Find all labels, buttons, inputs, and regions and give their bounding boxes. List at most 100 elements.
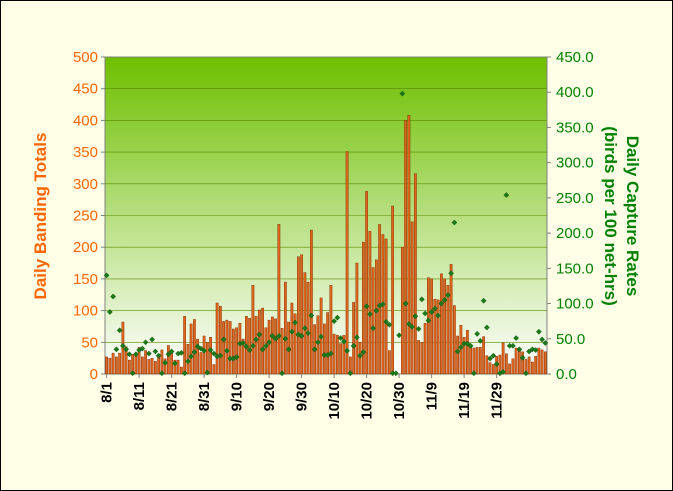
left-tick-label: 400 bbox=[73, 112, 98, 129]
marker bbox=[438, 300, 445, 307]
marker bbox=[477, 338, 484, 344]
marker bbox=[165, 351, 172, 358]
bar bbox=[485, 355, 489, 375]
marker bbox=[360, 349, 367, 356]
bar bbox=[212, 364, 216, 375]
bar bbox=[225, 319, 229, 375]
bar bbox=[111, 352, 115, 375]
marker bbox=[357, 352, 364, 359]
bar bbox=[482, 336, 485, 375]
bar bbox=[508, 363, 511, 375]
left-tick-label: 450 bbox=[73, 81, 98, 98]
x-tick-label: 8/11 bbox=[131, 382, 148, 410]
marker bbox=[392, 370, 399, 377]
marker bbox=[412, 313, 419, 320]
marker bbox=[331, 318, 338, 325]
right-tick-label: 150.0 bbox=[556, 260, 594, 277]
marker bbox=[113, 346, 120, 353]
x-tick-label: 10/30 bbox=[391, 382, 408, 420]
bar bbox=[332, 333, 336, 375]
bar bbox=[342, 335, 346, 375]
marker bbox=[279, 370, 286, 377]
bar bbox=[339, 343, 342, 375]
bar bbox=[511, 358, 515, 375]
marker bbox=[334, 314, 341, 321]
bar bbox=[258, 309, 261, 375]
marker bbox=[223, 347, 230, 354]
bar bbox=[310, 229, 313, 375]
marker bbox=[119, 342, 126, 349]
marker bbox=[370, 325, 377, 332]
bar bbox=[368, 231, 372, 375]
bar bbox=[527, 356, 531, 375]
bar bbox=[167, 345, 170, 375]
marker bbox=[480, 297, 487, 304]
bar bbox=[144, 350, 147, 375]
bar bbox=[173, 359, 177, 375]
bar bbox=[505, 353, 508, 375]
marker bbox=[425, 317, 432, 324]
marker bbox=[314, 339, 321, 346]
bar bbox=[336, 335, 339, 375]
x-axis-ticks: 8/1 8/11 8/21 8/31 9/10 9/20 9/30 10/10 10/20 10/… bbox=[99, 374, 506, 420]
marker bbox=[178, 349, 185, 356]
marker bbox=[519, 354, 526, 361]
bar bbox=[407, 115, 411, 375]
bar bbox=[274, 318, 277, 375]
bar bbox=[134, 354, 138, 375]
marker bbox=[253, 336, 260, 343]
right-tick-label: 200.0 bbox=[556, 225, 594, 242]
right-tick-label: 400.0 bbox=[556, 84, 594, 101]
left-axis-ticks: 0 50 100 150 200 250 300 350 400 450 500 bbox=[73, 49, 105, 383]
marker bbox=[363, 303, 370, 310]
bar bbox=[215, 302, 219, 375]
bar bbox=[488, 362, 492, 375]
marker bbox=[282, 335, 289, 342]
left-tick-label: 150 bbox=[73, 271, 98, 288]
bar bbox=[453, 305, 456, 375]
bar bbox=[540, 349, 544, 375]
marker bbox=[184, 358, 191, 365]
marker bbox=[106, 309, 113, 315]
marker bbox=[152, 348, 159, 355]
marker bbox=[513, 335, 520, 341]
marker bbox=[467, 342, 474, 349]
marker bbox=[402, 300, 409, 307]
marker bbox=[344, 347, 351, 354]
marker bbox=[396, 332, 403, 339]
bar bbox=[436, 299, 440, 375]
bar bbox=[254, 316, 258, 375]
marker bbox=[490, 352, 497, 359]
marker bbox=[188, 353, 195, 360]
marker bbox=[470, 370, 477, 377]
bar bbox=[235, 327, 238, 375]
marker bbox=[292, 319, 299, 326]
marker bbox=[181, 370, 188, 377]
marker bbox=[431, 305, 438, 312]
marker bbox=[103, 272, 110, 279]
left-tick-label: 250 bbox=[73, 208, 98, 225]
bar bbox=[427, 277, 430, 375]
marker bbox=[509, 342, 516, 349]
marker bbox=[457, 344, 464, 351]
bar bbox=[466, 330, 469, 375]
bar bbox=[238, 323, 242, 375]
right-tick-label: 100.0 bbox=[556, 296, 594, 313]
left-tick-label: 100 bbox=[73, 303, 98, 320]
bar bbox=[534, 356, 537, 375]
marker bbox=[220, 336, 227, 343]
bar bbox=[300, 254, 303, 375]
marker bbox=[142, 339, 149, 346]
bar bbox=[391, 205, 394, 375]
right-tick-label: 350.0 bbox=[556, 119, 594, 136]
marker bbox=[217, 352, 224, 359]
marker bbox=[373, 307, 380, 314]
bar bbox=[293, 313, 297, 375]
bar bbox=[544, 351, 547, 375]
bar bbox=[141, 356, 144, 375]
marker bbox=[311, 346, 318, 353]
marker bbox=[249, 342, 256, 349]
x-tick-label: 11/19 bbox=[456, 382, 473, 419]
marker bbox=[132, 351, 139, 358]
marker bbox=[409, 323, 416, 330]
